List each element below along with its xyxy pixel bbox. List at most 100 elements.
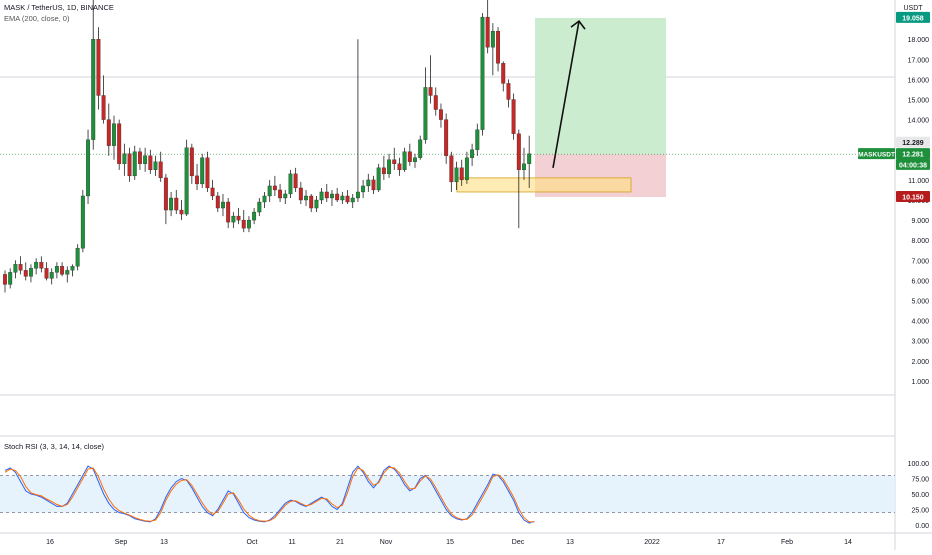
candle-up <box>231 215 236 223</box>
candle-down <box>516 133 521 170</box>
countdown-badge-bg <box>896 158 930 170</box>
candle-up <box>288 173 293 195</box>
candle-up <box>143 155 148 164</box>
candle-up <box>366 179 371 187</box>
time-tick-label: 15 <box>446 539 454 546</box>
candle-down <box>23 270 28 277</box>
candle-up <box>355 191 360 199</box>
stoch-rsi-title[interactable]: Stoch RSI (3, 3, 14, 14, close) <box>4 442 105 451</box>
price-tick-label: 7.000 <box>911 258 929 265</box>
candle-down <box>158 161 163 179</box>
candle-up <box>91 39 96 140</box>
candle-down <box>117 123 122 164</box>
candle-down <box>189 147 194 177</box>
stoch-tick-label: 25.00 <box>911 508 929 515</box>
candle-down <box>44 268 49 279</box>
stop-price-badge: 10.150 <box>902 194 924 201</box>
candle-up <box>423 87 428 140</box>
candle-up <box>169 197 174 211</box>
candle-down <box>496 31 500 64</box>
time-tick-label: Dec <box>512 539 525 546</box>
candle-down <box>101 95 106 120</box>
candlestick-series <box>3 0 532 293</box>
candle-up <box>184 147 189 215</box>
candle-up <box>112 123 116 146</box>
price-tick-label: 15.000 <box>908 98 930 105</box>
symbol-title[interactable]: MASK / TetherUS, 1D, BINANCE <box>4 3 114 12</box>
ema-label[interactable]: EMA (200, close, 0) <box>4 14 70 23</box>
stoch-band-fill <box>0 475 895 513</box>
candle-up <box>132 151 137 177</box>
candle-up <box>262 195 267 203</box>
current-price-badge-b: 12.281 <box>902 152 924 159</box>
candle-up <box>54 266 59 273</box>
candle-up <box>8 272 13 285</box>
candle-up <box>402 151 407 170</box>
candle-up <box>80 195 85 249</box>
countdown-badge: 04:00:38 <box>899 162 927 169</box>
time-tick-label: 13 <box>160 539 168 546</box>
candle-down <box>335 193 340 201</box>
candle-down <box>392 159 397 164</box>
symbol-tag-bg <box>858 148 895 160</box>
candle-up <box>28 268 33 277</box>
candle-up <box>490 31 495 48</box>
candle-down <box>449 155 454 183</box>
candle-up <box>413 157 417 162</box>
candle-down <box>444 119 449 156</box>
price-tick-label: 1.000 <box>911 379 929 386</box>
candle-up <box>418 139 423 158</box>
candle-down <box>433 95 438 110</box>
candle-up <box>470 149 475 158</box>
candle-up <box>314 199 319 209</box>
price-tick-label: 11.000 <box>908 178 929 185</box>
candle-up <box>376 167 381 191</box>
time-tick-label: 2022 <box>644 539 660 546</box>
candle-down <box>163 177 168 211</box>
stoch-tick-label: 50.00 <box>911 492 929 499</box>
candle-down <box>195 175 199 185</box>
profit-zone[interactable] <box>535 17 666 155</box>
stop-price-badge-bg <box>896 190 930 202</box>
candle-up <box>454 167 459 183</box>
candle-down <box>226 201 231 223</box>
candle-down <box>439 109 443 120</box>
candle-up <box>246 219 251 229</box>
candle-down <box>236 215 241 221</box>
time-tick-label: Sep <box>115 539 128 546</box>
candle-down <box>397 163 402 171</box>
candle-up <box>86 139 90 197</box>
time-tick-label: 16 <box>46 539 54 546</box>
stoch-d-line <box>4 466 535 523</box>
support-zone-box[interactable] <box>456 177 632 193</box>
candle-down <box>371 179 376 191</box>
candle-down <box>324 191 329 199</box>
candle-up <box>330 193 334 199</box>
candle-down <box>345 195 350 203</box>
candle-down <box>428 87 433 96</box>
candle-up <box>480 16 485 130</box>
candle-down <box>3 274 7 285</box>
candle-up <box>350 197 355 203</box>
candle-down <box>106 119 111 146</box>
time-tick-label: 13 <box>566 539 574 546</box>
candle-down <box>278 189 283 199</box>
candle-down <box>309 195 314 209</box>
candle-up <box>340 195 345 201</box>
target-price-badge-bg <box>896 11 930 23</box>
candle-up <box>387 159 392 175</box>
candle-up <box>304 195 308 201</box>
candle-up <box>522 163 526 171</box>
projection-arrow-head[interactable] <box>570 19 586 30</box>
candle-down <box>179 209 184 215</box>
candle-up <box>361 185 366 193</box>
annotations[interactable] <box>552 19 586 168</box>
time-tick-label: 21 <box>336 539 344 546</box>
candle-down <box>18 264 23 271</box>
price-tick-label: 8.000 <box>911 238 929 245</box>
candle-down <box>241 219 246 229</box>
candle-up <box>527 153 532 164</box>
projection-arrow-line[interactable] <box>552 20 580 168</box>
